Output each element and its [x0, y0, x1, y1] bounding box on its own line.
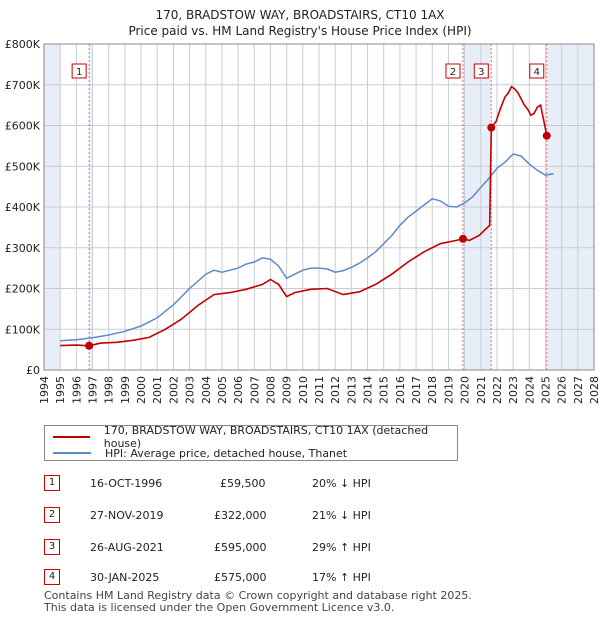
sale-hpi-diff: 21% ↓ HPI: [312, 509, 371, 522]
x-tick-label: 2005: [216, 376, 229, 404]
sale-point: [487, 123, 496, 132]
x-tick-label: 2002: [167, 376, 180, 404]
legend-item-hpi: HPI: Average price, detached house, Than…: [53, 445, 347, 461]
legend-swatch-hpi: [53, 452, 91, 454]
x-tick-label: 2006: [232, 376, 245, 404]
sale-point: [458, 234, 467, 243]
x-tick-label: 2021: [475, 376, 488, 404]
chart-subtitle: Price paid vs. HM Land Registry's House …: [128, 24, 472, 38]
x-tick-label: 1994: [38, 376, 51, 404]
x-tick-label: 2019: [442, 376, 455, 404]
price-chart: £0 £100K £200K £300K £400K £500K £600K £700K £80…: [5, 38, 600, 404]
sale-label-box: [473, 63, 489, 79]
x-tick-label: 2008: [264, 376, 277, 404]
y-tick-label: £300K: [5, 242, 41, 255]
x-tick-label: 2018: [426, 376, 439, 404]
y-tick-label: £600K: [5, 120, 41, 133]
legend-label-property: 170, BRADSTOW WAY, BROADSTAIRS, CT10 1AX…: [103, 424, 429, 450]
plot-border: [43, 43, 595, 371]
sale-label-box: [529, 63, 545, 79]
sale-label: 4: [534, 67, 540, 78]
sale-date: 16-OCT-1996: [90, 477, 163, 490]
legend-swatch-property: [53, 436, 90, 438]
x-tick-label: 2022: [491, 376, 504, 404]
sale-price: £595,000: [214, 541, 267, 554]
sale-number-badge: 4: [44, 569, 60, 585]
x-tick-label: 2024: [523, 376, 536, 404]
x-tick-label: 2007: [248, 376, 261, 404]
x-tick-label: 2013: [345, 376, 358, 404]
x-tick-label: 2025: [539, 376, 552, 404]
sale-hpi-diff: 29% ↑ HPI: [312, 541, 371, 554]
sale-label-box: [445, 63, 461, 79]
sale-label: 1: [76, 67, 82, 78]
x-tick-label: 2020: [459, 376, 472, 404]
sale-row: 3 26-AUG-2021 £595,000 29% ↑ HPI: [44, 539, 464, 557]
x-tick-label: 2027: [572, 376, 585, 404]
footer-copyright: Contains HM Land Registry data © Crown c…: [44, 589, 472, 602]
sale-price: £59,500: [220, 477, 266, 490]
x-tick-label: 2003: [184, 376, 197, 404]
sale-label-box: [71, 63, 87, 79]
y-tick-label: £700K: [5, 79, 41, 92]
sale-label: 2: [450, 67, 456, 78]
sale-hpi-diff: 20% ↓ HPI: [312, 477, 371, 490]
sale-price: £322,000: [214, 509, 267, 522]
sale-hpi-diff: 17% ↑ HPI: [312, 571, 371, 584]
sale-price: £575,000: [214, 571, 267, 584]
property-series-line: [60, 85, 548, 347]
x-tick-label: 2010: [297, 376, 310, 404]
x-tick-label: 1996: [70, 376, 83, 404]
x-tick-label: 2001: [151, 376, 164, 404]
y-tick-label: £800K: [5, 38, 41, 51]
x-tick-label: 1995: [54, 376, 67, 404]
y-tick-label: £200K: [5, 283, 41, 296]
x-tick-label: 2017: [410, 376, 423, 404]
footer-license: This data is licensed under the Open Gov…: [44, 601, 395, 614]
x-tick-label: 2004: [200, 376, 213, 404]
y-tick-label: £400K: [5, 201, 41, 214]
x-tick-label: 2009: [281, 376, 294, 404]
x-tick-label: 2000: [135, 376, 148, 404]
sale-date: 30-JAN-2025: [90, 571, 160, 584]
y-tick-label: £100K: [5, 323, 41, 336]
y-tick-label: £0: [26, 364, 40, 377]
x-tick-label: 1997: [87, 376, 100, 404]
hpi-series-line: [60, 153, 554, 342]
sale-date: 27-NOV-2019: [90, 509, 164, 522]
legend-item-property: 170, BRADSTOW WAY, BROADSTAIRS, CT10 1AX…: [53, 424, 457, 450]
sale-point: [85, 341, 94, 350]
sale-date: 26-AUG-2021: [90, 541, 164, 554]
x-tick-label: 2028: [588, 376, 600, 404]
sale-number-badge: 3: [44, 539, 60, 555]
x-tick-label: 2016: [394, 376, 407, 404]
x-tick-label: 2015: [378, 376, 391, 404]
chart-title: 170, BRADSTOW WAY, BROADSTAIRS, CT10 1AX: [155, 8, 445, 22]
x-tick-label: 2023: [507, 376, 520, 404]
sale-point: [542, 131, 551, 140]
sale-number-badge: 1: [44, 475, 60, 491]
x-tick-label: 2012: [329, 376, 342, 404]
sale-row: 4 30-JAN-2025 £575,000 17% ↑ HPI: [44, 569, 464, 587]
x-tick-label: 2011: [313, 376, 326, 404]
sale-row: 1 16-OCT-1996 £59,500 20% ↓ HPI: [44, 475, 464, 493]
sale-row: 2 27-NOV-2019 £322,000 21% ↓ HPI: [44, 507, 464, 525]
x-tick-label: 1998: [103, 376, 116, 404]
x-tick-label: 2014: [362, 376, 375, 404]
sale-number-badge: 2: [44, 507, 60, 523]
legend-label-hpi: HPI: Average price, detached house, Than…: [105, 446, 348, 460]
sale-label: 3: [478, 67, 484, 78]
chart-legend: 170, BRADSTOW WAY, BROADSTAIRS, CT10 1AX…: [44, 424, 458, 461]
x-tick-label: 1999: [119, 376, 132, 404]
x-tick-label: 2026: [556, 376, 569, 404]
y-tick-label: £500K: [5, 160, 41, 173]
